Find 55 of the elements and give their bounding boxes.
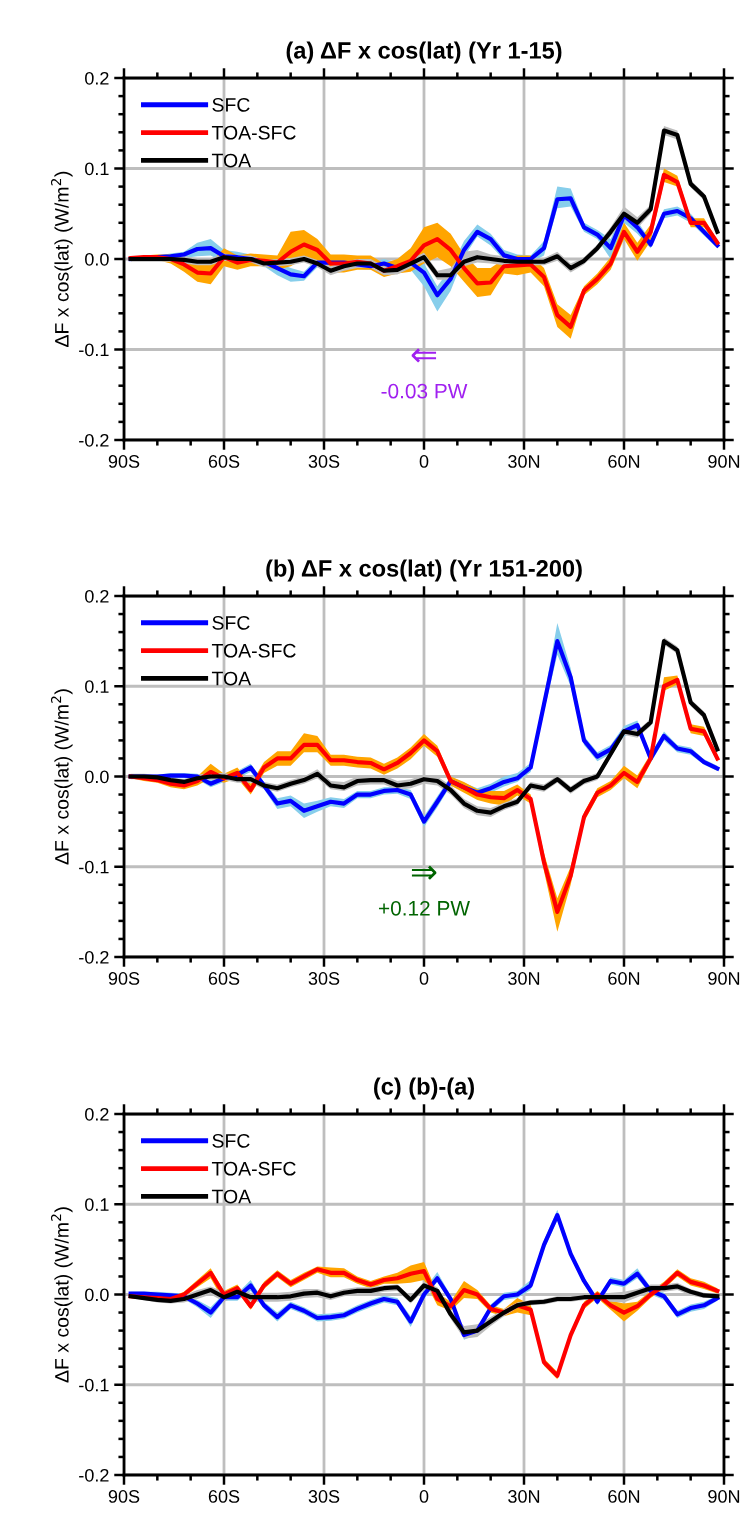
legend-label: SFC bbox=[212, 1133, 250, 1148]
legend-label: TOA bbox=[211, 1189, 252, 1204]
y-tick-label: 0.0 bbox=[85, 770, 109, 784]
x-tick-label: 90N bbox=[708, 455, 740, 468]
y-tick-label: 0.2 bbox=[85, 589, 109, 603]
y-tick-label: -0.2 bbox=[79, 1468, 109, 1482]
x-tick-label: 60S bbox=[208, 455, 240, 468]
y-tick-label: 0.1 bbox=[85, 162, 109, 176]
annotation: ⇒ bbox=[411, 865, 437, 880]
y-tick-label: 0.0 bbox=[85, 1288, 109, 1302]
x-tick-label: 30N bbox=[508, 972, 540, 985]
annotation: ⇐ bbox=[411, 348, 437, 363]
x-tick-label: 30N bbox=[508, 1490, 540, 1503]
y-tick-label: -0.1 bbox=[79, 1378, 109, 1392]
x-tick-label: 30N bbox=[508, 455, 540, 468]
y-tick-label: 0.1 bbox=[85, 680, 109, 693]
x-tick-label: 60N bbox=[608, 972, 640, 985]
x-tick-label: 90S bbox=[108, 972, 140, 985]
x-tick-label: 60S bbox=[208, 972, 240, 985]
y-axis-title: ΔF x cos(lat) (W/m$^{2}$) bbox=[50, 689, 73, 865]
x-tick-label: 90S bbox=[108, 455, 140, 468]
legend-label: TOA-SFC bbox=[211, 1161, 296, 1176]
x-tick-label: 30S bbox=[308, 455, 340, 468]
x-tick-label: 90S bbox=[108, 1490, 140, 1503]
x-tick-label: 90N bbox=[708, 972, 740, 985]
legend-label: SFC bbox=[212, 97, 250, 112]
legend-label: TOA-SFC bbox=[211, 125, 296, 140]
y-axis-title: ΔF x cos(lat) (W/m$^{2}$) bbox=[50, 171, 73, 347]
x-tick-label: 60N bbox=[608, 455, 640, 468]
y-tick-label: -0.1 bbox=[79, 860, 109, 874]
y-tick-label: 0.2 bbox=[85, 71, 109, 85]
chart-title: (c) (b)-(a) bbox=[374, 1077, 474, 1100]
legend-label: TOA bbox=[211, 671, 252, 686]
annotation: -0.03 PW bbox=[381, 383, 468, 399]
legend-label: SFC bbox=[212, 615, 250, 630]
chart-title: (a) ΔF x cos(lat) (Yr 1-15) bbox=[286, 41, 562, 64]
y-tick-label: -0.2 bbox=[79, 433, 109, 447]
x-tick-label: 90N bbox=[708, 1490, 740, 1503]
x-tick-label: 0 bbox=[419, 972, 429, 985]
x-tick-label: 30S bbox=[308, 972, 340, 985]
legend-label: TOA-SFC bbox=[211, 643, 296, 658]
annotation: +0.12 PW bbox=[378, 900, 470, 916]
chart-title: (b) ΔF x cos(lat) (Yr 151-200) bbox=[266, 559, 582, 582]
y-axis-title: ΔF x cos(lat) (W/m$^{2}$) bbox=[50, 1207, 73, 1383]
y-tick-label: 0.2 bbox=[85, 1107, 109, 1121]
x-tick-label: 0 bbox=[419, 1490, 429, 1503]
x-tick-label: 60S bbox=[208, 1490, 240, 1503]
legend-label: TOA bbox=[211, 153, 252, 168]
y-tick-label: 0.0 bbox=[85, 252, 109, 266]
y-tick-label: -0.1 bbox=[79, 343, 109, 357]
y-tick-label: 0.1 bbox=[85, 1198, 109, 1211]
x-tick-label: 30S bbox=[308, 1490, 340, 1503]
y-tick-label: -0.2 bbox=[79, 950, 109, 964]
x-tick-label: 60N bbox=[608, 1490, 640, 1503]
x-tick-label: 0 bbox=[419, 455, 429, 468]
